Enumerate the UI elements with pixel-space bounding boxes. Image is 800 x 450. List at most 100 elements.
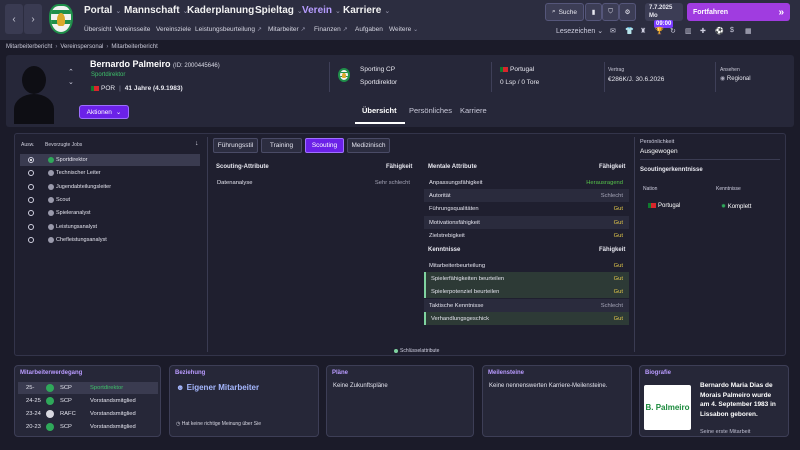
job-row[interactable]: Scout [20, 194, 200, 206]
job-row[interactable]: Spieleranalyst [20, 207, 200, 219]
milestones-title: Meilensteine [488, 370, 525, 376]
chevron-down-icon[interactable]: ⌄ [68, 79, 74, 86]
grid-icon[interactable]: ▦ [745, 28, 752, 35]
tab-medical[interactable]: Medizinisch [347, 138, 390, 153]
job-row[interactable]: Chefleistungsanalyst [20, 234, 200, 246]
radio-button[interactable] [28, 157, 34, 163]
trophy-icon[interactable]: 🏆 [655, 28, 664, 35]
submenu-club-page[interactable]: Vereinsseite [115, 26, 151, 33]
tab-personal[interactable]: Persönliches [409, 106, 452, 115]
external-link-icon: ↗ [300, 27, 306, 33]
milestones-card: Meilensteine Keine nennenswerten Karrier… [482, 365, 632, 437]
club-crest-icon[interactable] [49, 4, 73, 34]
tab-training[interactable]: Training [261, 138, 302, 153]
clock-icon: ◷ [176, 421, 181, 427]
tactics-icon[interactable]: ♜ [640, 28, 647, 35]
search-button[interactable]: ⌕ Suche [545, 3, 584, 21]
radio-button[interactable] [28, 223, 34, 230]
inbox-icon[interactable]: ✉ [610, 28, 616, 35]
biography-text: Bernardo Maria Dias de Morais Palmeiro w… [700, 382, 776, 418]
career-row[interactable]: 24-25 SCP Vorstandsmitglied [18, 395, 158, 407]
notes-button[interactable]: ▮ [585, 3, 602, 21]
job-row[interactable]: Sportdirektor [20, 154, 200, 166]
career-title: Mitarbeiterwerdegang [20, 370, 83, 376]
career-row[interactable]: 25- SCP Sportdirektor [18, 382, 158, 394]
shirt-icon[interactable]: 👕 [625, 28, 634, 35]
submenu-overview[interactable]: Übersicht [84, 26, 112, 33]
shield-button[interactable]: ⛉ [602, 3, 619, 21]
submenu-finances[interactable]: Finanzen ↗ [314, 26, 348, 33]
radio-button[interactable] [28, 170, 34, 177]
chevron-right-icon: › [106, 44, 109, 50]
menu-spieltag[interactable]: Spieltag ⌄ [255, 5, 303, 16]
breadcrumb-item[interactable]: Mitarbeiterbericht [6, 44, 53, 50]
submenu-tasks[interactable]: Aufgaben [355, 26, 383, 33]
search-icon: ⌕ [551, 8, 556, 15]
radio-button[interactable] [28, 183, 34, 190]
stats-icon[interactable]: ▥ [685, 28, 692, 35]
avatar [14, 66, 54, 124]
sort-arrow-icon[interactable]: ↓ [195, 140, 199, 147]
breadcrumb-item[interactable]: Vereinspersonal [60, 44, 104, 50]
job-row[interactable]: Jugendabteilungsleiter [20, 181, 200, 193]
attribute-row: Anpassungsfähigkeit Herausragend [429, 180, 623, 186]
divider [207, 137, 208, 352]
personality-label: Persönlichkeit [640, 139, 675, 145]
finance-icon[interactable]: $ [730, 27, 734, 34]
cog-icon [48, 183, 54, 190]
career-season: 24-25 [26, 398, 41, 404]
back-button[interactable]: ‹ [5, 4, 23, 34]
job-label: Chefleistungsanalyst [56, 236, 107, 243]
bookmarks-menu[interactable]: Lesezeichen ⌄ [556, 28, 604, 35]
settings-button[interactable]: ⚙ [619, 3, 636, 21]
chevron-down-icon: ⌄ [115, 109, 122, 116]
club-name[interactable]: Sporting CP [360, 66, 396, 73]
scouting-nation: Portugal [648, 203, 680, 209]
career-row[interactable]: 20-23 SCP Vorstandsmitglied [18, 421, 158, 433]
weekday-text: Mo [649, 13, 658, 19]
breadcrumb-item: Mitarbeiterbericht [111, 44, 158, 50]
knowledge-row: Taktische Kenntnisse Schlecht [424, 298, 629, 312]
forward-button[interactable]: › [24, 4, 42, 34]
submenu-performance[interactable]: Leistungsbeurteilung ↗ [195, 26, 262, 33]
gear-icon: ⚙ [624, 9, 631, 16]
club-crest-icon [46, 384, 54, 392]
menu-karriere[interactable]: Karriere ⌄ [343, 5, 391, 16]
submenu-staff[interactable]: Mitarbeiter ↗ [268, 26, 306, 33]
tab-overview[interactable]: Übersicht [362, 106, 397, 115]
chevron-left-icon: ‹ [12, 13, 16, 25]
tab-leadership[interactable]: Führungsstil [213, 138, 258, 153]
actions-button[interactable]: Aktionen ⌄ [79, 105, 129, 119]
tab-career[interactable]: Karriere [460, 106, 487, 115]
ball-icon[interactable]: ⚽ [715, 28, 724, 35]
menu-mannschaft[interactable]: Mannschaft ⌄ [124, 5, 189, 16]
continue-button[interactable]: Fortfahren» [687, 3, 790, 21]
submenu-more[interactable]: Weitere ⌄ [389, 26, 419, 33]
key-attributes-legend: Schlüsselattribute [394, 348, 439, 354]
biography-title: Biografie [645, 370, 672, 376]
plans-card: Pläne Keine Zukunftspläne [326, 365, 474, 437]
radio-button[interactable] [28, 196, 34, 203]
job-row[interactable]: Technischer Leiter [20, 167, 200, 179]
ability-header: Fähigkeit [599, 164, 626, 170]
chevron-right-icon: › [55, 44, 58, 50]
job-row[interactable]: Leistungsanalyst [20, 221, 200, 233]
chevron-up-icon[interactable]: ⌃ [68, 69, 74, 76]
cog-icon [48, 236, 54, 243]
scouting-knowledge-title: Scoutingerkenntnisse [640, 167, 703, 173]
scouting-level: ✹ Komplett [721, 204, 752, 210]
menu-portal[interactable]: Portal ⌄ [84, 5, 122, 16]
medical-icon[interactable]: ✚ [700, 28, 706, 35]
submenu-club-goals[interactable]: Vereinsziele [156, 26, 192, 33]
menu-verein[interactable]: Verein ⌄ [302, 5, 341, 16]
club-emblem-icon: ✹ [721, 204, 727, 210]
tab-scouting[interactable]: Scouting [305, 138, 344, 153]
menu-kaderplanung[interactable]: Kaderplanung ⌄ [187, 5, 264, 16]
career-row[interactable]: 23-24 RAFC Vorstandsmitglied [18, 408, 158, 420]
refresh-icon[interactable]: ↻ [670, 28, 676, 35]
date-display[interactable]: 7.7.2025 Mo09:00 [645, 3, 683, 28]
radio-button[interactable] [28, 210, 34, 217]
club-role: Sportdirektor [360, 79, 398, 86]
relationship-value: ☻ Eigener Mitarbeiter [176, 383, 260, 392]
radio-button[interactable] [28, 236, 34, 243]
